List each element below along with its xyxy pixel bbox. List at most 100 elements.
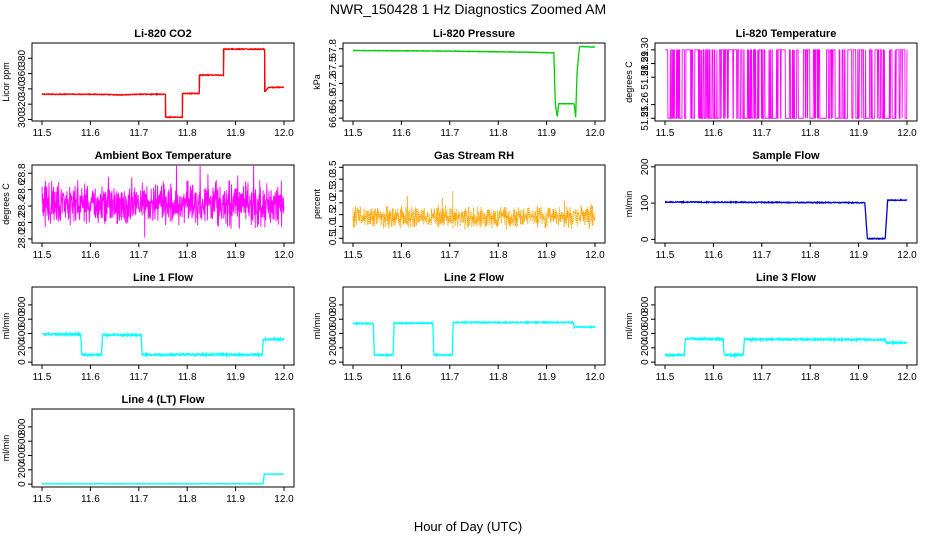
data-series-line [352, 319, 596, 358]
x-tick-label: 11.9 [226, 250, 245, 261]
y-tick-label: 0 [17, 481, 28, 487]
y-tick-label: 380 [17, 50, 28, 67]
y-axis-label: ml/min [624, 191, 634, 218]
y-tick-label: 28.8 [17, 163, 28, 183]
y-tick-label: 1.5 [328, 207, 339, 221]
panel-4: Gas Stream RH percent 11.5 11.6 11.7 11.8 11.9… [312, 150, 606, 261]
y-tick-label: 200 [328, 339, 339, 356]
x-tick-label: 11.9 [537, 372, 556, 383]
x-tick-label: 11.9 [537, 250, 556, 261]
x-tick-label: 11.6 [392, 250, 411, 261]
x-tick-label: 11.8 [178, 494, 197, 505]
y-tick-label: 400 [17, 325, 28, 342]
y-tick-label: 51.28 [640, 64, 651, 89]
x-tick-label: 11.6 [704, 372, 723, 383]
x-tick-label: 11.6 [704, 250, 723, 261]
x-tick-label: 11.6 [81, 494, 100, 505]
panel-1: Li-820 Pressure kPa 11.5 11.6 11.7 11.8 11.9 12… [312, 28, 606, 139]
y-tick-label: 800 [640, 296, 651, 313]
x-tick-label: 11.9 [849, 372, 868, 383]
panel-8: Line 3 Flow ml/min 11.5 11.6 11.7 11.8 11.9 12.… [624, 272, 918, 383]
panel-title: Gas Stream RH [434, 150, 514, 162]
x-tick-label: 12.0 [274, 372, 294, 383]
y-tick-label: 28.2 [17, 212, 28, 232]
panels-group: Li-820 CO2 Licor ppm 11.5 11.6 11.7 11.8 11.9 1… [1, 28, 918, 505]
y-tick-label: 600 [640, 310, 651, 327]
plot-frame [342, 164, 606, 244]
plot-frame [31, 164, 295, 244]
panel-9: Line 4 (LT) Flow ml/min 11.5 11.6 11.7 11.8 11… [1, 394, 295, 505]
x-tick-label: 12.0 [585, 372, 605, 383]
x-tick-label: 11.5 [344, 128, 363, 139]
y-tick-label: 800 [328, 296, 339, 313]
x-tick-label: 11.6 [392, 128, 411, 139]
data-series-line [352, 45, 596, 118]
data-series-line [41, 330, 285, 358]
data-series-line [664, 198, 908, 241]
plot-frame [342, 42, 606, 122]
y-tick-label: 51.29 [640, 51, 651, 76]
y-axis-label: percent [312, 188, 322, 219]
y-tick-label: 67.8 [328, 39, 339, 59]
y-axis-label: ml/min [1, 313, 11, 340]
x-tick-label: 11.8 [178, 250, 197, 261]
y-axis-label: Licor ppm [1, 62, 11, 102]
panel-title: Sample Flow [752, 150, 820, 162]
y-tick-label: 100 [640, 194, 651, 211]
panel-0: Li-820 CO2 Licor ppm 11.5 11.6 11.7 11.8 11.9 1… [1, 28, 295, 139]
x-tick-label: 11.9 [226, 128, 245, 139]
x-tick-label: 11.6 [392, 372, 411, 383]
x-tick-label: 11.5 [656, 372, 675, 383]
data-series-line [665, 49, 908, 119]
y-tick-label: 0 [17, 359, 28, 365]
x-tick-label: 11.9 [849, 128, 868, 139]
x-tick-label: 11.5 [656, 250, 675, 261]
x-tick-label: 12.0 [274, 494, 294, 505]
y-tick-label: 400 [17, 447, 28, 464]
panel-6: Line 1 Flow ml/min 11.5 11.6 11.7 11.8 11.9 12.… [1, 272, 295, 383]
x-tick-label: 11.7 [129, 128, 148, 139]
panel-title: Line 4 (LT) Flow [122, 394, 205, 406]
data-series-line [41, 47, 285, 120]
y-tick-label: 28.6 [17, 179, 28, 199]
panel-title: Line 1 Flow [133, 272, 193, 284]
y-tick-label: 0 [328, 359, 339, 365]
y-tick-label: 2.0 [328, 195, 339, 209]
data-series-line [41, 472, 285, 485]
y-axis-label: ml/min [312, 313, 322, 340]
x-tick-label: 11.8 [489, 372, 508, 383]
x-tick-label: 11.8 [489, 250, 508, 261]
x-tick-label: 11.8 [178, 128, 197, 139]
x-tick-label: 11.7 [129, 372, 148, 383]
x-tick-label: 11.7 [752, 128, 771, 139]
plot-frame [31, 42, 295, 122]
y-tick-label: 800 [17, 296, 28, 313]
y-tick-label: 3.5 [328, 160, 339, 174]
y-tick-label: 200 [640, 339, 651, 356]
y-tick-label: 300 [17, 111, 28, 128]
x-tick-label: 12.0 [585, 128, 605, 139]
y-tick-label: 3.0 [328, 172, 339, 186]
y-axis-label: ml/min [624, 313, 634, 340]
x-tick-label: 12.0 [274, 128, 294, 139]
y-tick-label: 360 [17, 65, 28, 82]
y-tick-label: 67.5 [328, 56, 339, 76]
y-tick-label: 0.5 [328, 231, 339, 245]
plot-frame [654, 164, 918, 244]
x-tick-label: 12.0 [897, 250, 917, 261]
y-tick-label: 320 [17, 95, 28, 112]
x-tick-label: 11.9 [537, 128, 556, 139]
panel-7: Line 2 Flow ml/min 11.5 11.6 11.7 11.8 11.9 12.… [312, 272, 606, 383]
y-tick-label: 66.6 [328, 108, 339, 128]
y-tick-label: 800 [17, 418, 28, 435]
y-axis-label: degrees C [1, 183, 11, 225]
data-series-line [664, 335, 908, 358]
data-series-line [41, 164, 285, 238]
y-tick-label: 28.4 [17, 196, 28, 216]
x-tick-label: 11.7 [129, 494, 148, 505]
x-tick-label: 11.5 [33, 372, 52, 383]
y-tick-label: 400 [328, 325, 339, 342]
y-tick-label: 51.25 [640, 105, 651, 130]
x-tick-label: 11.9 [226, 494, 245, 505]
plot-frame [342, 286, 606, 366]
